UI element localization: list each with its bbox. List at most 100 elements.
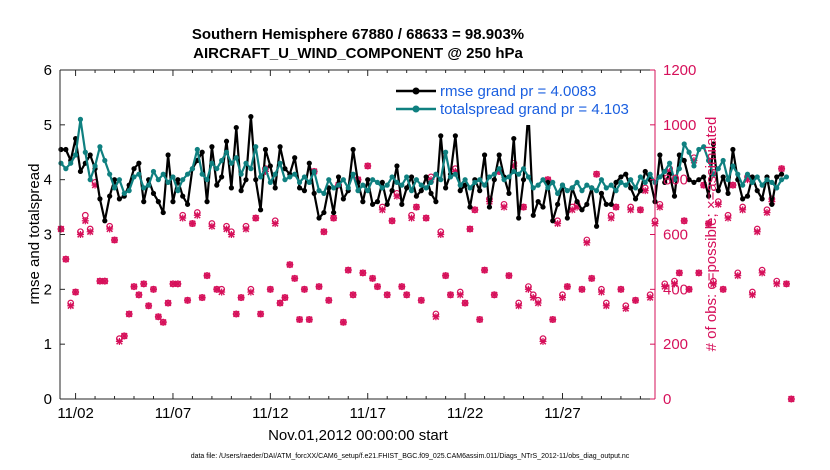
obs-assimilated-point <box>412 203 420 211</box>
spread-point <box>82 149 88 155</box>
spread-point <box>481 182 488 188</box>
rmse-point <box>778 171 785 177</box>
plot-area <box>57 108 795 403</box>
obs-assimilated-point <box>325 296 333 304</box>
obs-assimilated-point <box>398 283 406 291</box>
spread-point <box>769 179 775 186</box>
rmse-point <box>618 174 624 180</box>
rmse-point <box>155 199 161 205</box>
y-tick-label-left: 6 <box>44 62 52 79</box>
spread-point <box>467 185 473 191</box>
obs-assimilated-point <box>442 272 450 280</box>
spread-point <box>374 179 381 186</box>
spread-point <box>730 163 736 169</box>
rmse-point <box>165 152 171 158</box>
rmse-point <box>603 201 609 207</box>
obs-assimilated-point <box>597 288 605 296</box>
spread-point <box>394 179 400 186</box>
x-tick-label: 11/22 <box>447 405 483 422</box>
rmse-point <box>350 146 356 153</box>
obs-assimilated-point <box>622 305 630 313</box>
obs-assimilated-point <box>466 225 474 233</box>
y-tick-label-left: 2 <box>44 281 52 298</box>
rmse-point <box>374 199 381 205</box>
rmse-point <box>774 174 780 180</box>
rmse-point <box>209 144 215 150</box>
y-tick-label-right: 1000 <box>663 117 696 134</box>
rmse-point <box>564 215 570 221</box>
spread-point <box>642 179 648 186</box>
spread-point <box>759 182 765 188</box>
spread-point <box>555 190 561 196</box>
obs-assimilated-point <box>120 332 128 340</box>
chart-subtitle: AIRCRAFT_U_WIND_COMPONENT @ 250 hPa <box>193 45 523 62</box>
chart-title: Southern Hemisphere 67880 / 68633 = 98.9… <box>192 26 524 43</box>
obs-assimilated-point <box>257 310 265 318</box>
obs-assimilated-point <box>203 272 211 280</box>
rmse-point <box>550 218 556 224</box>
obs-assimilated-point <box>193 211 201 219</box>
obs-assimilated-point <box>67 302 75 310</box>
rmse-point <box>150 190 157 196</box>
obs-assimilated-point <box>490 291 498 299</box>
obs-assimilated-point <box>164 299 172 307</box>
obs-assimilated-point <box>247 288 255 296</box>
obs-assimilated-point <box>680 217 688 225</box>
spread-point <box>331 185 337 191</box>
obs-assimilated-point <box>242 225 250 233</box>
obs-assimilated-point <box>276 299 284 307</box>
spread-point <box>175 188 181 194</box>
legend-rmse-label: rmse grand pr = 4.0083 <box>440 83 596 100</box>
x-tick-label: 11/02 <box>57 405 93 422</box>
spread-point <box>316 188 322 194</box>
rmse-point <box>116 196 123 202</box>
rmse-point <box>136 160 142 166</box>
y-tick-label-left: 1 <box>44 336 52 353</box>
rmse-point <box>141 199 147 205</box>
rmse-point <box>681 157 687 164</box>
rmse-point <box>369 201 376 207</box>
obs-assimilated-point <box>291 274 299 282</box>
obs-assimilated-point <box>534 299 542 307</box>
obs-assimilated-point <box>417 296 425 304</box>
rmse-point <box>384 201 390 207</box>
obs-assimilated-point <box>106 225 114 233</box>
spread-point <box>530 185 536 191</box>
spread-point <box>637 174 643 180</box>
obs-assimilated-point <box>125 310 133 318</box>
rmse-point <box>725 190 731 196</box>
rmse-point <box>715 188 721 194</box>
legend: rmse grand pr = 4.0083 totalspread grand… <box>394 73 650 125</box>
obs-assimilated-point <box>505 272 513 280</box>
rmse-point <box>243 177 249 183</box>
obs-assimilated-point <box>627 206 635 214</box>
legend-spread-marker <box>412 105 420 113</box>
obs-assimilated-point <box>734 272 742 280</box>
spread-point <box>511 168 517 175</box>
spread-point <box>477 177 483 183</box>
rmse-point <box>744 193 751 199</box>
spread-point <box>778 177 785 183</box>
obs-assimilated-point <box>286 261 294 269</box>
obs-assimilated-point <box>81 217 89 225</box>
rmse-point <box>262 146 269 153</box>
rmse-point <box>340 196 346 202</box>
spread-point <box>613 188 619 194</box>
obs-assimilated-point <box>437 231 445 238</box>
spread-point <box>667 160 673 166</box>
obs-assimilated-point <box>456 291 464 299</box>
obs-assimilated-point <box>227 231 235 238</box>
rmse-point <box>710 141 717 147</box>
spread-point <box>248 166 254 172</box>
rmse-point <box>306 160 312 166</box>
spread-point <box>126 188 132 194</box>
rmse-point <box>701 174 707 180</box>
spread-point <box>584 182 590 188</box>
spread-point <box>550 179 556 186</box>
obs-assimilated-point <box>593 170 601 178</box>
rmse-point <box>331 209 337 216</box>
rmse-point <box>282 166 288 172</box>
spread-point <box>63 166 69 172</box>
rmse-point <box>433 199 439 205</box>
